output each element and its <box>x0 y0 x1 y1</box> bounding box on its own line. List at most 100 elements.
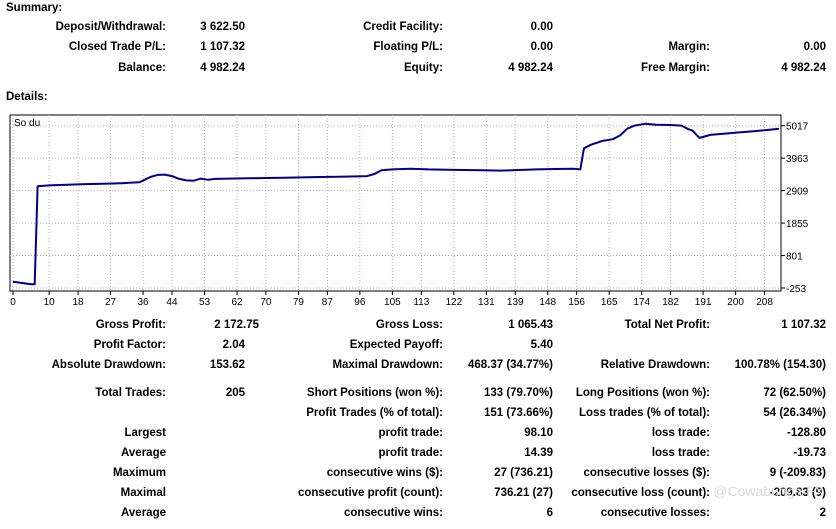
profit-trades-value: 151 (73.66%) <box>483 407 553 419</box>
details-title: Details: <box>6 91 48 103</box>
relative-drawdown-label: Relative Drawdown: <box>600 359 710 371</box>
y-axis: -253 801 1855 2909 3963 5017 <box>781 122 809 295</box>
total-net-profit-value: 1 107.32 <box>781 319 826 331</box>
maximum-label: Maximum <box>112 467 166 479</box>
maximal-drawdown-value: 468.37 (34.77%) <box>467 359 553 371</box>
equity-value: 4 982.24 <box>508 62 553 74</box>
total-trades-label: Total Trades: <box>95 387 166 399</box>
profit-factor-label: Profit Factor: <box>93 339 166 351</box>
absolute-drawdown-label: Absolute Drawdown: <box>51 359 166 371</box>
x-tick-label: 165 <box>601 297 618 308</box>
y-tick-label: 3963 <box>786 154 809 165</box>
short-positions-label: Short Positions (won %): <box>306 387 443 399</box>
x-tick-label: 122 <box>445 297 462 308</box>
largest-loss-value: -128.80 <box>786 427 826 439</box>
average-loss-label: loss trade: <box>651 447 710 459</box>
balance-chart: So du -253 801 1855 2909 3963 5017 0 10 18 27 36 4… <box>9 114 809 308</box>
y-tick-label: -253 <box>786 284 806 295</box>
largest-label: Largest <box>124 427 166 439</box>
y-tick-label: 801 <box>786 252 803 263</box>
x-tick-label: 191 <box>695 297 712 308</box>
x-tick-label: 148 <box>539 297 556 308</box>
x-tick-label: 113 <box>413 297 429 308</box>
relative-drawdown-value: 100.78% (154.30) <box>734 359 826 371</box>
gross-loss-value: 1 065.43 <box>508 319 553 331</box>
long-positions-value: 72 (62.50%) <box>763 387 826 399</box>
x-tick-label: 18 <box>72 297 84 308</box>
closed-pl-label: Closed Trade P/L: <box>68 41 166 53</box>
y-tick-label: 1855 <box>786 219 809 230</box>
floating-pl-label: Floating P/L: <box>373 41 443 53</box>
y-tick-label: 2909 <box>786 187 809 198</box>
profit-factor-value: 2.04 <box>222 339 245 351</box>
equity-label: Equity: <box>404 62 443 74</box>
profit-trades-label: Profit Trades (% of total): <box>306 407 443 419</box>
avg-consec-wins-value: 6 <box>546 507 553 519</box>
x-tick-label: 36 <box>138 297 150 308</box>
avg-consec-losses-label: consecutive losses: <box>600 507 710 519</box>
x-tick-label: 0 <box>10 297 16 308</box>
maximal-consec-loss-label: consecutive loss (count): <box>571 487 710 499</box>
x-tick-label: 53 <box>199 297 211 308</box>
floating-pl-value: 0.00 <box>530 41 553 53</box>
max-consec-wins-label: consecutive wins ($): <box>326 467 443 479</box>
loss-trades-value: 54 (26.34%) <box>763 407 826 419</box>
x-tick-label: 174 <box>633 297 650 308</box>
max-consec-losses-value: 9 (-209.83) <box>769 467 826 479</box>
x-tick-label: 87 <box>322 297 334 308</box>
average-label: Average <box>121 447 166 459</box>
margin-value: 0.00 <box>803 41 826 53</box>
x-tick-label: 105 <box>384 297 401 308</box>
y-tick-label: 5017 <box>786 122 809 133</box>
credit-value: 0.00 <box>530 21 553 33</box>
x-tick-label: 182 <box>662 297 679 308</box>
max-consec-losses-label: consecutive losses ($): <box>583 467 710 479</box>
chart-grid <box>10 115 781 291</box>
credit-label: Credit Facility: <box>363 21 443 33</box>
average2-label: Average <box>121 507 166 519</box>
maximal-consec-profit-value: 736.21 (27) <box>494 487 553 499</box>
x-tick-label: 156 <box>568 297 585 308</box>
deposit-label: Deposit/Withdrawal: <box>55 21 166 33</box>
x-tick-label: 10 <box>44 297 56 308</box>
maximal-consec-profit-label: consecutive profit (count): <box>297 487 443 499</box>
balance-series-line <box>12 122 780 286</box>
x-tick-label: 139 <box>507 297 524 308</box>
x-tick-label: 70 <box>260 297 272 308</box>
deposit-value: 3 622.50 <box>200 21 245 33</box>
largest-profit-value: 98.10 <box>524 427 553 439</box>
largest-profit-label: profit trade: <box>378 427 443 439</box>
gross-loss-label: Gross Loss: <box>375 319 443 331</box>
maximal-label: Maximal <box>120 487 166 499</box>
maximal-consec-loss-value: -209.83 (9) <box>769 487 826 499</box>
avg-consec-losses-value: 2 <box>819 507 826 519</box>
x-tick-label: 79 <box>293 297 305 308</box>
x-axis: 0 10 18 27 36 44 53 62 70 79 87 96 105 113 122 131 139 14… <box>10 291 773 308</box>
long-positions-label: Long Positions (won %): <box>575 387 710 399</box>
x-tick-label: 27 <box>105 297 117 308</box>
x-tick-label: 131 <box>478 297 495 308</box>
expected-payoff-label: Expected Payoff: <box>349 339 443 351</box>
chart-frame <box>9 114 782 292</box>
margin-label: Margin: <box>668 41 710 53</box>
absolute-drawdown-value: 153.62 <box>209 359 245 371</box>
x-tick-label: 200 <box>727 297 744 308</box>
total-trades-value: 205 <box>225 387 245 399</box>
maximal-drawdown-label: Maximal Drawdown: <box>332 359 443 371</box>
largest-loss-label: loss trade: <box>651 427 710 439</box>
average-profit-label: profit trade: <box>378 447 443 459</box>
average-loss-value: -19.73 <box>793 447 826 459</box>
watermark: @Cowabunga FX <box>713 483 824 499</box>
max-consec-wins-value: 27 (736.21) <box>494 467 553 479</box>
loss-trades-label: Loss trades (% of total): <box>579 407 710 419</box>
short-positions-value: 133 (79.70%) <box>483 387 553 399</box>
closed-pl-value: 1 107.32 <box>200 41 245 53</box>
gross-profit-value: 2 172.75 <box>214 319 259 331</box>
series-layer <box>12 122 780 286</box>
avg-consec-wins-label: consecutive wins: <box>343 507 443 519</box>
summary-title: Summary: <box>6 2 63 14</box>
balance-value: 4 982.24 <box>200 62 245 74</box>
expected-payoff-value: 5.40 <box>530 339 553 351</box>
average-profit-value: 14.39 <box>524 447 553 459</box>
balance-label: Balance: <box>118 62 166 74</box>
